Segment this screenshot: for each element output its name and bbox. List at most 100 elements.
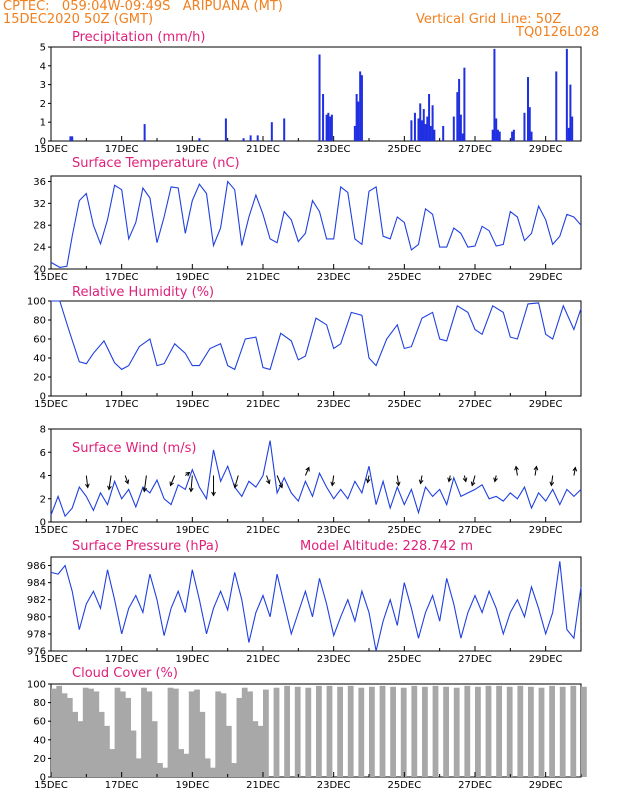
- panel-title: Relative Humidity (%): [72, 285, 214, 300]
- run-date-label: 15DEC2020 50Z (GMT): [3, 12, 154, 27]
- precip-bar: [461, 133, 464, 141]
- cloud-bar: [231, 763, 237, 777]
- x-tick-label: 15DEC: [34, 144, 68, 155]
- precip-bar: [360, 75, 363, 141]
- x-tick-label: 23DEC: [317, 780, 351, 791]
- cloud-bar: [347, 685, 354, 777]
- x-tick-label: 17DEC: [105, 654, 139, 665]
- precip-bar: [442, 125, 445, 141]
- cloud-bar: [411, 685, 418, 777]
- wind-arrow: [124, 475, 129, 484]
- precip-bar: [452, 116, 455, 141]
- cloud-bar: [88, 688, 94, 777]
- y-tick-label: 40: [33, 735, 46, 746]
- wind-arrow: [85, 475, 89, 488]
- x-tick-label: 23DEC: [317, 525, 351, 536]
- wind-arrow: [266, 475, 270, 484]
- x-tick-label: 29DEC: [529, 780, 563, 791]
- precip-bar: [198, 138, 201, 141]
- precip-bar: [69, 136, 72, 141]
- cloud-bar: [316, 685, 322, 777]
- panel-4: 0 2 4 6 8 15DEC 17DEC 19DEC 21DEC 23DEC 25DEC 27DEC…: [34, 425, 582, 536]
- precip-bar: [143, 124, 146, 141]
- precip-bar: [429, 125, 432, 141]
- cloud-bar: [400, 687, 407, 777]
- x-tick-label: 29DEC: [529, 144, 563, 155]
- precip-bar: [256, 135, 259, 141]
- y-tick-label: 984: [27, 578, 46, 589]
- precip-bar: [496, 129, 499, 141]
- precip-bar: [359, 71, 362, 141]
- cloud-bar: [485, 685, 492, 777]
- station-header: CPTEC: 059:04W-09:49S ARIPUANA (MT): [3, 0, 283, 14]
- panel-title: Surface Pressure (hPa): [72, 539, 219, 554]
- precip-bar: [527, 77, 529, 141]
- x-tick-label: 19DEC: [175, 654, 209, 665]
- wind-arrow: [396, 475, 400, 486]
- wind-arrow: [143, 475, 147, 492]
- x-tick-label: 19DEC: [175, 144, 209, 155]
- x-tick-label: 25DEC: [387, 272, 421, 283]
- cloud-bar: [294, 686, 301, 777]
- y-tick-label: 2: [40, 99, 46, 110]
- cloud-bar: [517, 685, 524, 777]
- wind-arrow-head: [305, 466, 310, 472]
- cloud-bar: [326, 685, 333, 777]
- wind-arrow-head: [107, 485, 112, 491]
- cloud-bar: [390, 686, 396, 777]
- y-tick-label: 20: [33, 754, 46, 765]
- cloud-bar: [98, 711, 105, 777]
- cloud-bar: [464, 685, 471, 777]
- x-tick-label: 29DEC: [529, 525, 563, 536]
- y-tick-label: 986: [27, 561, 46, 572]
- wind-arrow-head: [188, 487, 194, 493]
- precip-bar: [426, 116, 429, 141]
- x-tick-label: 25DEC: [387, 525, 421, 536]
- precip-bar: [355, 94, 358, 141]
- panel-2: 20 24 28 32 36 15DEC 17DEC 19DEC 21DEC 23DEC 25DEC…: [33, 156, 582, 283]
- cloud-bar: [162, 767, 169, 777]
- cloud-bar: [257, 725, 264, 777]
- cloud-bar: [125, 697, 131, 777]
- precip-bar: [424, 124, 427, 141]
- wind-arrow: [304, 467, 310, 476]
- y-tick-label: 0: [40, 137, 46, 148]
- x-tick-label: 15DEC: [34, 654, 68, 665]
- y-tick-label: 976: [27, 647, 46, 658]
- wind-arrow: [573, 467, 576, 476]
- precip-bar: [523, 112, 526, 141]
- y-tick-label: 0: [40, 392, 46, 403]
- y-tick-label: 32: [33, 199, 46, 210]
- y-tick-label: 20: [33, 373, 46, 384]
- cloud-bar: [284, 685, 290, 777]
- cloud-bar: [141, 687, 147, 777]
- precip-bar: [530, 131, 533, 141]
- wind-arrow-head: [142, 487, 148, 493]
- y-tick-label: 3: [40, 80, 46, 91]
- y-tick-label: 100: [27, 680, 46, 691]
- x-tick-label: 15DEC: [34, 525, 68, 536]
- cloud-bar: [210, 767, 216, 777]
- precip-bar: [463, 67, 466, 141]
- wind-arrow: [534, 466, 537, 476]
- wind-arrow: [471, 475, 476, 486]
- y-tick-label: 0: [40, 773, 46, 784]
- x-tick-label: 29DEC: [529, 272, 563, 283]
- cloud-bar: [247, 691, 253, 777]
- x-tick-label: 19DEC: [175, 525, 209, 536]
- cloud-bar: [172, 688, 179, 777]
- cloud-bar: [496, 685, 502, 777]
- cloud-bar: [157, 763, 163, 777]
- wind-arrow-head: [395, 481, 401, 487]
- wind-arrow-head: [211, 491, 216, 497]
- x-tick-label: 19DEC: [175, 780, 209, 791]
- x-tick-label: 17DEC: [105, 144, 139, 155]
- wind-arrow-head: [124, 479, 130, 485]
- wind-arrow-head: [85, 483, 90, 489]
- x-tick-label: 21DEC: [246, 525, 280, 536]
- cloud-bar: [528, 686, 534, 777]
- precip-bar: [512, 129, 515, 141]
- x-tick-label: 25DEC: [387, 780, 421, 791]
- y-tick-label: 982: [27, 595, 46, 606]
- x-tick-label: 29DEC: [529, 654, 563, 665]
